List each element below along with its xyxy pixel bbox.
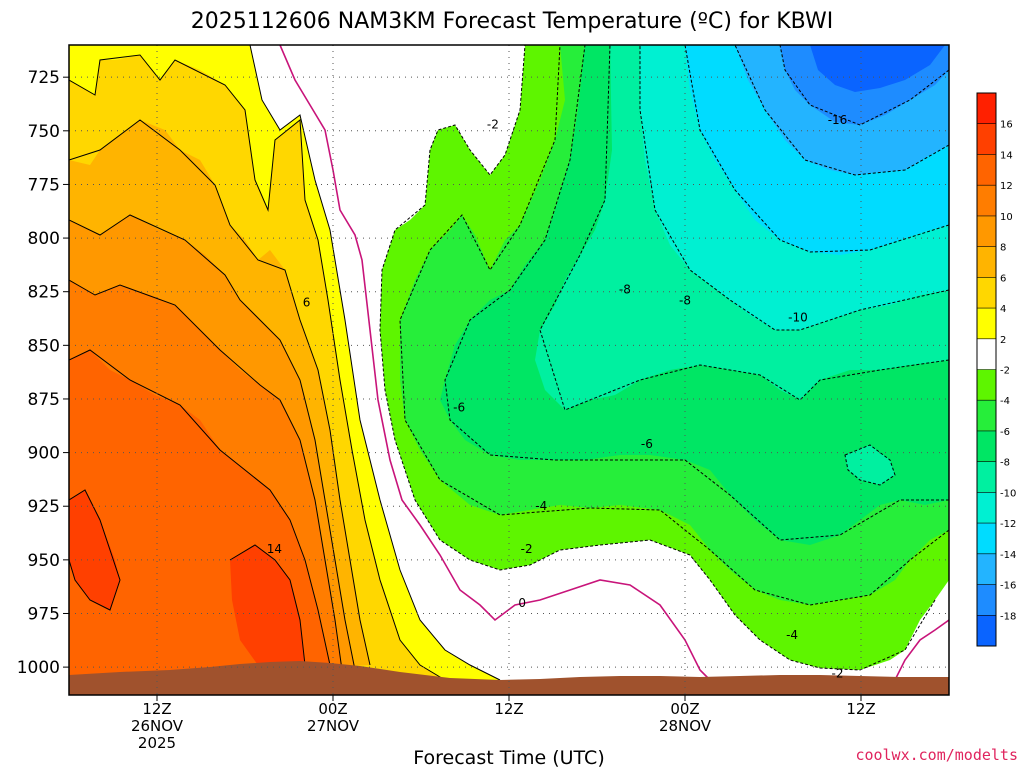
- below-ground-terrain: [69, 661, 949, 695]
- band-minus-18: [810, 45, 945, 92]
- y-tick-label: 875: [28, 390, 60, 410]
- colorbar-tick-label: 6: [1000, 273, 1006, 284]
- grid-lines: [69, 45, 949, 695]
- y-tick-label: 950: [28, 551, 60, 571]
- contour-labels: -2 6 -6 -8 -8 -10 -16 -6 -4 -2 14 0 -4 -2: [267, 113, 848, 680]
- x-tick-label: 27NOV: [307, 717, 360, 735]
- x-tick-label: 12Z: [846, 700, 875, 718]
- y-tick-label: 775: [28, 175, 60, 195]
- colorbar-tick-label: -8: [1000, 458, 1010, 469]
- contour-label: -6: [641, 437, 653, 451]
- contour-label: -4: [786, 628, 798, 642]
- x-tick-label: 28NOV: [659, 717, 712, 735]
- colorbar-swatch: [977, 154, 996, 186]
- x-tick-label: 12Z: [142, 700, 171, 718]
- colorbar-tick-label: -12: [1000, 519, 1016, 530]
- colorbar-swatch: [977, 185, 996, 216]
- colorbar-tick-label: -16: [1000, 581, 1016, 592]
- contour-label: -8: [619, 283, 631, 297]
- colorbar-swatch: [977, 615, 996, 646]
- contour-label: -2: [487, 117, 499, 131]
- colorbar: -18 -16 -14 -12 -10 -8 -6 -4 -2 2 4 6 8 10 12 14 16: [976, 92, 1016, 647]
- colorbar-tick-label: -4: [1000, 396, 1010, 407]
- y-tick-label: 825: [28, 283, 60, 303]
- y-tick-label: 850: [28, 336, 60, 356]
- y-tick-label: 1000: [17, 658, 60, 678]
- colorbar-swatch: [977, 215, 996, 247]
- colorbar-tick-label: 14: [1000, 150, 1013, 161]
- contour-label: -2: [521, 542, 533, 556]
- y-axis: 725 750 775 800 825 850 875 900 925 950 975 1000: [17, 68, 69, 678]
- contour-label: 6: [303, 295, 311, 309]
- contour-label: -2: [832, 667, 844, 681]
- colorbar-swatch: [977, 277, 996, 309]
- x-tick-label: 26NOV: [131, 717, 184, 735]
- colorbar-tick-label: 8: [1000, 243, 1006, 254]
- colorbar-swatch: [977, 308, 996, 339]
- freezing-line-east: [894, 619, 949, 681]
- colorbar-tick-label: -2: [1000, 366, 1010, 377]
- x-tick-label: 00Z: [318, 700, 347, 718]
- colorbar-swatch: [977, 584, 996, 616]
- warm-contours: [69, 45, 501, 681]
- temperature-fill-layer: [69, 45, 949, 695]
- contour-label: -8: [679, 293, 691, 307]
- freezing-line: [279, 45, 711, 681]
- colorbar-tick-label: 10: [1000, 212, 1013, 223]
- y-tick-label: 800: [28, 229, 60, 249]
- colorbar-swatch: [977, 123, 996, 155]
- colorbar-tick-label: -14: [1000, 550, 1016, 561]
- colorbar-swatch: [977, 338, 996, 370]
- colorbar-swatch: [977, 553, 996, 585]
- colorbar-tick-label: 12: [1000, 181, 1013, 192]
- y-tick-label: 725: [28, 68, 60, 88]
- contour-label: -10: [788, 310, 808, 324]
- colorbar-swatch: [977, 93, 996, 124]
- colorbar-swatch: [977, 400, 996, 431]
- colorbar-tick-label: -18: [1000, 611, 1016, 622]
- colorbar-swatch: [977, 523, 996, 554]
- y-tick-label: 975: [28, 604, 60, 624]
- chart-title: 2025112606 NAM3KM Forecast Temperature (…: [191, 9, 833, 34]
- contour-label: -4: [535, 499, 547, 513]
- y-tick-label: 900: [28, 444, 60, 464]
- colorbar-swatch: [977, 246, 996, 278]
- contour-label: 14: [267, 542, 282, 556]
- colorbar-tick-label: 16: [1000, 120, 1013, 131]
- contour-label: -16: [828, 113, 848, 127]
- x-tick-label: 00Z: [670, 700, 699, 718]
- colorbar-swatch: [977, 492, 996, 524]
- colorbar-tick-label: -10: [1000, 488, 1016, 499]
- x-tick-label: 2025: [138, 734, 176, 752]
- colorbar-tick-label: 4: [1000, 304, 1006, 315]
- y-tick-label: 925: [28, 497, 60, 517]
- colorbar-swatch: [977, 369, 996, 401]
- colorbar-tick-label: -6: [1000, 427, 1010, 438]
- cold-contours: [379, 45, 949, 671]
- colorbar-swatch: [977, 430, 996, 462]
- colorbar-swatch: [977, 461, 996, 493]
- colorbar-tick-label: 2: [1000, 335, 1006, 346]
- band-plus-14: [69, 490, 305, 668]
- contour-label: 0: [518, 596, 526, 610]
- credit-text[interactable]: coolwx.com/modelts: [855, 746, 1018, 764]
- x-axis-label: Forecast Time (UTC): [413, 747, 604, 768]
- x-tick-label: 12Z: [494, 700, 523, 718]
- y-tick-label: 750: [28, 122, 60, 142]
- contour-label: -6: [453, 401, 465, 415]
